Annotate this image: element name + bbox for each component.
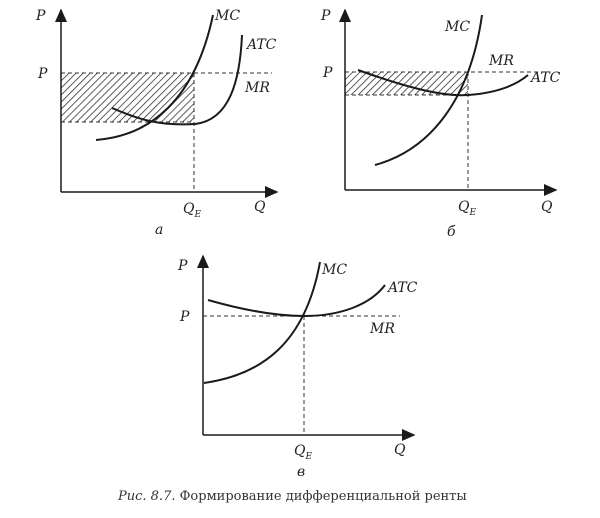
mc-curve bbox=[203, 261, 321, 384]
rent-area bbox=[345, 72, 468, 95]
panel-label: в bbox=[297, 464, 305, 480]
mr-label: MR bbox=[488, 53, 514, 69]
qe-label: QE bbox=[458, 199, 476, 218]
panel-c: P P MC ATC MR QE Q в bbox=[177, 254, 418, 480]
mc-label: MC bbox=[321, 262, 347, 278]
panel-label: б bbox=[447, 224, 456, 240]
atc-label: ATC bbox=[386, 280, 418, 296]
mr-label: MR bbox=[369, 321, 395, 337]
atc-curve bbox=[357, 69, 529, 97]
figure-caption: Рис. 8.7. Формирование дифференциальной … bbox=[117, 489, 467, 504]
atc-label: ATC bbox=[245, 37, 277, 53]
price-label: P bbox=[37, 66, 48, 82]
atc-curve bbox=[111, 34, 243, 126]
panel-b: P P MC MR ATC QE Q б bbox=[320, 8, 561, 240]
x-axis-label: Q bbox=[394, 442, 406, 458]
panel-label: а bbox=[155, 222, 163, 238]
y-axis-label: P bbox=[177, 258, 188, 274]
y-axis-label: P bbox=[320, 8, 331, 24]
panel-a: P P MC ATC MR QE Q а bbox=[35, 8, 279, 238]
price-label: P bbox=[179, 309, 190, 325]
mc-curve bbox=[374, 14, 483, 166]
x-axis-label: Q bbox=[541, 199, 553, 215]
mc-label: MC bbox=[444, 19, 470, 35]
atc-label: ATC bbox=[529, 70, 561, 86]
mc-curve bbox=[95, 14, 214, 141]
price-label: P bbox=[322, 65, 333, 81]
qe-label: QE bbox=[183, 201, 201, 220]
atc-curve bbox=[207, 284, 386, 318]
qe-label: QE bbox=[294, 443, 312, 462]
x-axis-label: Q bbox=[254, 199, 266, 215]
y-axis-label: P bbox=[35, 8, 46, 24]
mr-label: MR bbox=[244, 80, 270, 96]
mc-label: MC bbox=[214, 8, 240, 24]
